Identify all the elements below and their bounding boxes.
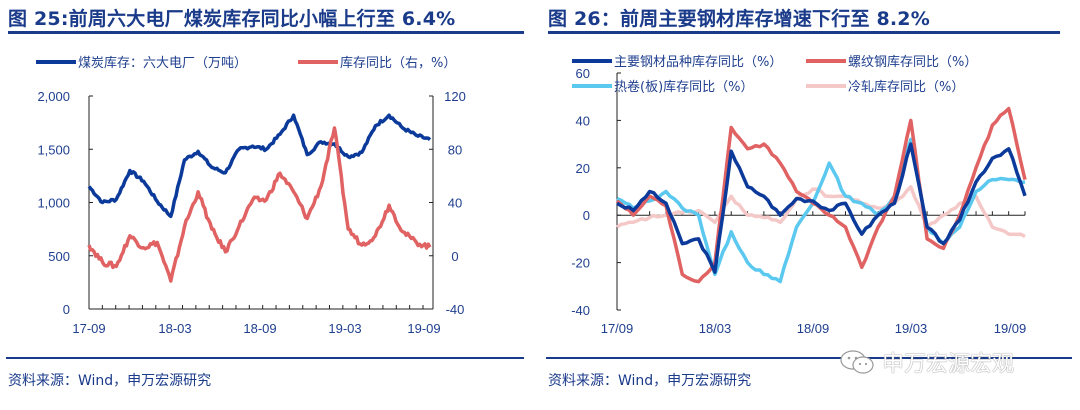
x-tick-label: 19-03 xyxy=(328,321,361,336)
y-tick-label: 2,000 xyxy=(37,89,70,104)
steel-inventory-line-chart: -40 -20 0 20 40 60 17/09 18/03 18/09 19/03 19/09 xyxy=(571,66,1027,336)
x-tick-label: 18/09 xyxy=(797,321,830,336)
legend-label: 热卷(板)库存同比（%） xyxy=(614,80,754,95)
legend-item-coal-inventory: 煤炭库存：六大电厂（万吨） xyxy=(36,52,247,71)
y-tick-label: 1,500 xyxy=(37,142,70,157)
x-tick-label: 19-09 xyxy=(407,321,440,336)
legend-swatch-navy xyxy=(36,59,76,64)
x-tick-label: 17-09 xyxy=(72,321,105,336)
y-tick-label: 1,000 xyxy=(37,196,70,211)
series-yoy-line xyxy=(87,126,432,283)
legend-swatch-navy xyxy=(572,58,612,63)
y2-tick-label: 0 xyxy=(451,249,458,264)
x-tick-label: 18/03 xyxy=(699,321,732,336)
y-tick-label: -20 xyxy=(571,256,590,271)
legend-item-cold-rolled: 冷轧库存同比（%） xyxy=(806,76,964,95)
y-tick-label: -40 xyxy=(571,303,590,318)
legend-label: 主要钢材品种库存同比（%） xyxy=(614,55,783,70)
footer-divider xyxy=(6,357,524,359)
chart-title: 图 25:前周六大电厂煤炭库存同比小幅上行至 6.4% xyxy=(8,8,456,30)
y2-tick-label: -40 xyxy=(446,302,465,317)
legend-label: 螺纹钢库存同比（%） xyxy=(848,55,978,70)
coal-inventory-line-chart: 0 500 1,000 1,500 2,000 -40 0 40 80 120 17-09 18-03… xyxy=(37,89,466,336)
legend-swatch-red xyxy=(298,59,338,64)
y-tick-label: 20 xyxy=(576,161,590,176)
title-divider xyxy=(548,31,1060,34)
legend-swatch-lightblue xyxy=(572,83,612,88)
series-rebar-line xyxy=(615,106,1027,284)
watermark-text: 申万宏源宏观 xyxy=(882,352,1015,377)
series-main-steel-line xyxy=(616,142,1027,274)
wechat-icon xyxy=(840,350,874,374)
chart-panel-coal-inventory: 图 25:前周六大电厂煤炭库存同比小幅上行至 6.4% 煤炭库存：六大电厂（万吨… xyxy=(0,0,530,410)
y-tick-label: 40 xyxy=(576,113,590,128)
legend-item-main-steel: 主要钢材品种库存同比（%） xyxy=(572,51,782,70)
y2-tick-label: 120 xyxy=(444,89,466,104)
legend-swatch-pink xyxy=(806,83,846,88)
legend-label: 库存同比（右，%） xyxy=(340,56,457,71)
y-tick-label: 0 xyxy=(583,208,590,223)
x-tick-label: 19/09 xyxy=(994,321,1027,336)
title-divider xyxy=(8,31,524,34)
footer-divider xyxy=(546,357,1072,359)
y2-tick-label: 80 xyxy=(448,142,462,157)
wechat-watermark: 申万宏源宏观 xyxy=(838,346,1014,378)
source-note: 资料来源：Wind，申万宏源研究 xyxy=(548,373,752,389)
legend-item-yoy: 库存同比（右，%） xyxy=(298,52,456,71)
chart-title: 图 26：前周主要钢材库存增速下行至 8.2% xyxy=(548,8,930,30)
legend-item-rebar: 螺纹钢库存同比（%） xyxy=(806,51,977,70)
y-tick-label: 60 xyxy=(576,66,590,81)
series-hot-rolled-line xyxy=(616,137,1026,284)
y-tick-label: 500 xyxy=(48,249,70,264)
legend-swatch-red xyxy=(806,58,846,63)
x-tick-label: 18-03 xyxy=(158,321,191,336)
chart-panel-steel-inventory: 图 26：前周主要钢材库存增速下行至 8.2% -40 -20 0 20 40 60 17/… xyxy=(540,0,1080,410)
y-tick-label: 0 xyxy=(63,302,70,317)
y2-tick-label: 40 xyxy=(448,196,462,211)
x-tick-label: 18-09 xyxy=(243,321,276,336)
legend-item-hot-rolled: 热卷(板)库存同比（%） xyxy=(572,76,754,95)
x-tick-label: 17/09 xyxy=(601,321,634,336)
legend-label: 煤炭库存：六大电厂（万吨） xyxy=(78,56,248,71)
source-note: 资料来源：Wind，申万宏源研究 xyxy=(8,373,212,389)
legend-label: 冷轧库存同比（%） xyxy=(848,80,965,95)
series-coal-inventory-line xyxy=(87,113,432,219)
x-tick-label: 19/03 xyxy=(895,321,928,336)
